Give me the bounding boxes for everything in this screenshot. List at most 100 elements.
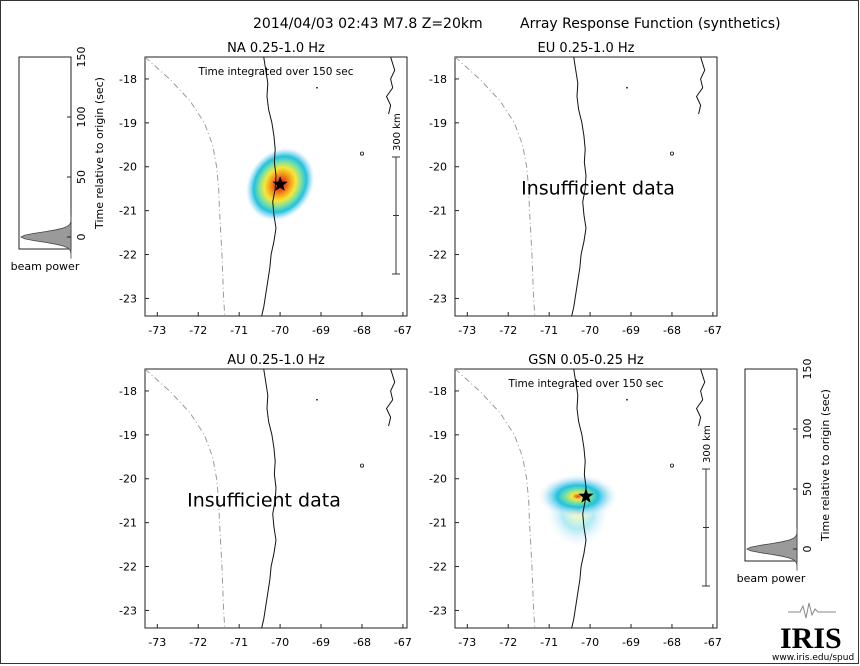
y-tick-label: -21 <box>429 205 447 218</box>
beam-power-curve <box>746 527 798 571</box>
y-tick-label: -18 <box>429 73 447 86</box>
event-label: 2014/04/03 02:43 M7.8 Z=20km <box>253 16 483 32</box>
salar-mark <box>669 463 674 468</box>
y-tick-label: -19 <box>119 429 137 442</box>
y-tick-label: -23 <box>119 292 137 305</box>
panel-title: NA 0.25-1.0 Hz <box>227 41 325 56</box>
map-panel-eu: -73 -72 -71 -70 -69 -68 -67 -18 -19 -20 -21 -22 -23 E… <box>429 41 722 337</box>
salar-mark <box>359 151 364 156</box>
salar-mark <box>626 86 628 89</box>
y-tick-label: 100 <box>801 419 814 440</box>
x-tick-label: -69 <box>622 324 640 337</box>
x-tick-label: -68 <box>353 324 371 337</box>
beam-power-panel-na: 0 50 100 150 Time relative to origin (sec) be… <box>11 47 106 274</box>
iris-logo: IRIS www.iris.edu/spud <box>772 602 854 663</box>
panel-title: EU 0.25-1.0 Hz <box>538 41 635 56</box>
lake-outline <box>695 369 706 427</box>
beam-response-heatmap <box>536 474 619 519</box>
scale-bar-label: 300 km <box>392 113 403 151</box>
y-tick-label: -20 <box>119 473 137 486</box>
panel-subtitle: Time integrated over 150 sec <box>197 66 353 78</box>
salar-mark <box>316 398 318 401</box>
beam-xlabel: beam power <box>737 572 806 585</box>
logo-waveform <box>788 602 836 619</box>
y-tick-label: -23 <box>429 292 447 305</box>
lake-outline <box>385 57 396 115</box>
x-tick-label: -72 <box>499 636 517 649</box>
x-tick-label: -68 <box>663 636 681 649</box>
lake-outline <box>385 369 396 427</box>
y-tick-label: -18 <box>119 385 137 398</box>
map-content <box>455 57 706 316</box>
x-tick-label: -67 <box>704 324 722 337</box>
beam-xlabel: beam power <box>11 260 80 273</box>
y-tick-label: -19 <box>119 117 137 130</box>
beam-ylabel: Time relative to origin (sec) <box>93 77 106 230</box>
x-tick-label: -71 <box>230 324 248 337</box>
x-tick-label: -68 <box>663 324 681 337</box>
map-panel-au: -73 -72 -71 -70 -69 -68 -67 -18 -19 -20 -21 -22 -23 A… <box>119 353 412 649</box>
y-tick-label: 50 <box>801 482 814 496</box>
y-tick-label: -21 <box>119 205 137 218</box>
salar-mark <box>669 151 674 156</box>
x-tick-label: -72 <box>189 636 207 649</box>
x-tick-label: -70 <box>581 324 599 337</box>
y-tick-label: -21 <box>119 517 137 530</box>
scale-bar-label: 300 km <box>702 425 713 463</box>
x-tick-label: -69 <box>312 636 330 649</box>
y-tick-label: -20 <box>429 161 447 174</box>
coastline <box>571 57 587 316</box>
map-panel-gsn: -73 -72 -71 -70 -69 -68 -67 -18 -19 -20 -21 -22 -23 G… <box>429 353 722 649</box>
x-tick-label: -71 <box>230 636 248 649</box>
beam-ylabel: Time relative to origin (sec) <box>819 389 832 542</box>
x-tick-label: -69 <box>622 636 640 649</box>
x-tick-label: -70 <box>271 324 289 337</box>
x-tick-label: -67 <box>394 324 412 337</box>
salar-mark <box>316 86 318 89</box>
x-tick-label: -69 <box>312 324 330 337</box>
y-tick-label: -21 <box>429 517 447 530</box>
beam-power-curve <box>20 215 72 259</box>
y-tick-label: -23 <box>119 604 137 617</box>
y-tick-label: -18 <box>429 385 447 398</box>
map-panel-na: -73 -72 -71 -70 -69 -68 -67 -18 -19 -20 -21 -22 -23 N… <box>119 41 412 337</box>
trench-line <box>455 57 536 316</box>
scale-bar: 300 km <box>392 113 403 275</box>
epicenter-star-icon <box>272 176 288 191</box>
x-tick-label: -71 <box>540 324 558 337</box>
y-tick-label: 50 <box>75 170 88 184</box>
y-tick-label: -20 <box>429 473 447 486</box>
x-tick-label: -67 <box>704 636 722 649</box>
panel-title: GSN 0.05-0.25 Hz <box>528 353 644 368</box>
x-tick-label: -73 <box>458 636 476 649</box>
map-content <box>455 369 706 628</box>
spud-url: www.iris.edu/spud <box>772 653 854 663</box>
y-tick-label: -20 <box>119 161 137 174</box>
x-tick-label: -72 <box>189 324 207 337</box>
x-tick-label: -73 <box>148 324 166 337</box>
x-tick-label: -68 <box>353 636 371 649</box>
y-tick-label: -19 <box>429 117 447 130</box>
x-tick-label: -67 <box>394 636 412 649</box>
map-content <box>145 369 396 628</box>
x-tick-label: -72 <box>499 324 517 337</box>
beam-frame <box>18 56 72 250</box>
y-tick-label: -23 <box>429 604 447 617</box>
beam-frame <box>744 368 798 562</box>
x-tick-label: -73 <box>458 324 476 337</box>
epicenter-star-icon <box>578 488 594 503</box>
coastline <box>261 57 277 316</box>
y-tick-label: -22 <box>429 249 447 262</box>
y-tick-label: 100 <box>75 107 88 128</box>
scale-bar: 300 km <box>702 425 713 587</box>
y-tick-label: -22 <box>429 561 447 574</box>
trench-line <box>455 369 536 628</box>
y-tick-label: 0 <box>75 234 88 241</box>
trench-line <box>145 57 226 316</box>
beam-power-panel-gsn: 0 50 100 150 Time relative to origin (sec) be… <box>737 359 832 586</box>
y-tick-label: 150 <box>801 359 814 380</box>
panel-subtitle: Time integrated over 150 sec <box>507 378 663 390</box>
insufficient-data-message: Insufficient data <box>187 489 341 511</box>
